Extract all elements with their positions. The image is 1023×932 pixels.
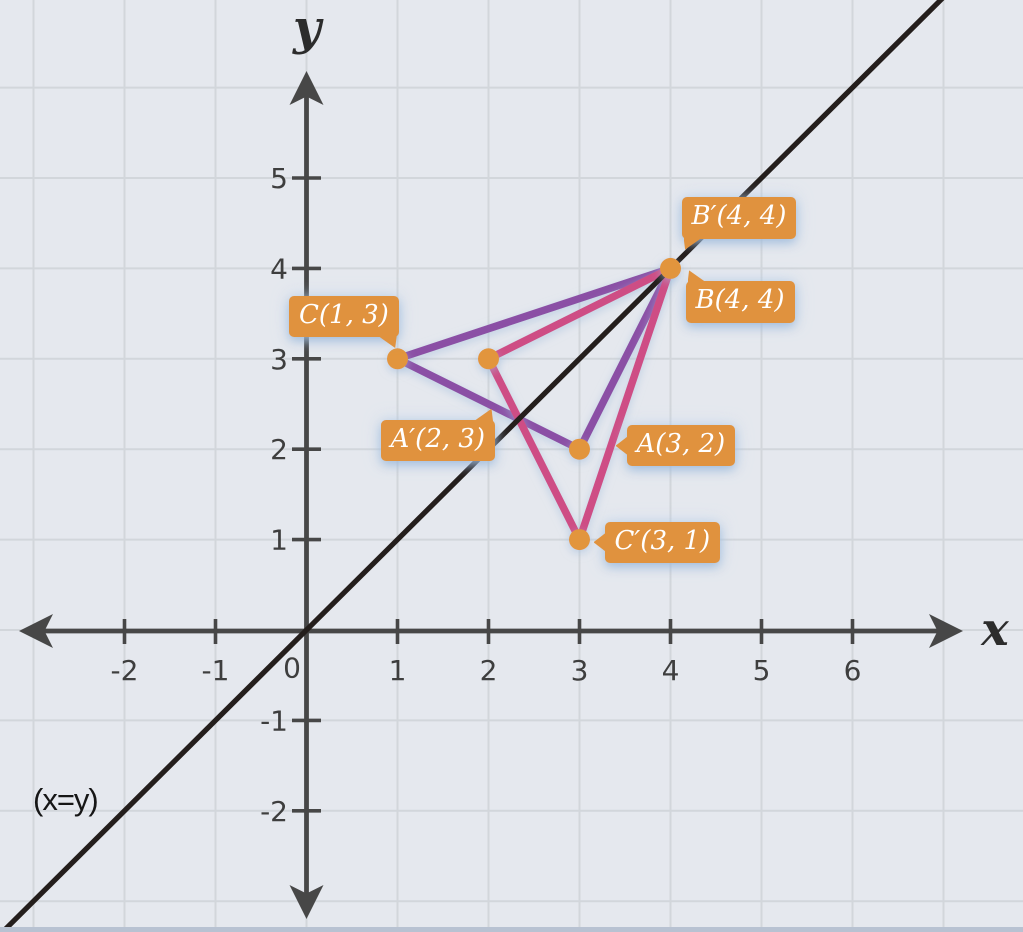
axis-arrowheads: [19, 71, 963, 919]
reflection-line-label: (x=y): [33, 782, 99, 817]
y-tick-label: 5: [270, 162, 288, 195]
x-tick-label: -1: [202, 654, 230, 687]
x-tick-label: -2: [111, 654, 139, 687]
y-tick-label: 2: [270, 433, 288, 466]
x-tick-label: 2: [480, 654, 498, 687]
point-callout-text: A(3, 2): [636, 429, 726, 460]
point-callout: C′(3, 1): [593, 521, 721, 563]
x-axis-label: x: [981, 602, 1009, 657]
point-callout: A′(2, 3): [380, 408, 496, 461]
point-callout: A(3, 2): [615, 425, 736, 467]
point-callout-text: C′(3, 1): [614, 525, 711, 556]
tick-labels: -2 -1 1 2 3 4 5 6 -2 -1 1 2 3 4 5: [111, 162, 862, 828]
y-axis-label: y: [293, 0, 321, 56]
y-tick-label: 3: [270, 343, 288, 376]
x-tick-label: 5: [753, 654, 771, 687]
point-callout: C(1, 3): [289, 295, 399, 348]
x-tick-label: 1: [389, 654, 407, 687]
x-tick-label: 6: [844, 654, 862, 687]
point-callout-text: C(1, 3): [299, 299, 389, 330]
y-tick-label: -1: [260, 704, 288, 737]
point-callout-text: A′(2, 3): [390, 423, 486, 454]
point-callout: B′(4, 4): [681, 197, 797, 250]
y-tick-label: -2: [260, 795, 288, 828]
x-tick-label: 4: [662, 654, 680, 687]
x-tick-label: 3: [571, 654, 589, 687]
y-tick-label: 1: [270, 524, 288, 557]
bottom-edge: [0, 927, 1023, 932]
point-callout-text: B(4, 4): [695, 285, 785, 316]
y-tick-label: 4: [270, 252, 288, 285]
origin-label: 0: [283, 651, 301, 685]
point-callout: B(4, 4): [685, 270, 795, 323]
point-callout-text: B′(4, 4): [691, 201, 787, 232]
